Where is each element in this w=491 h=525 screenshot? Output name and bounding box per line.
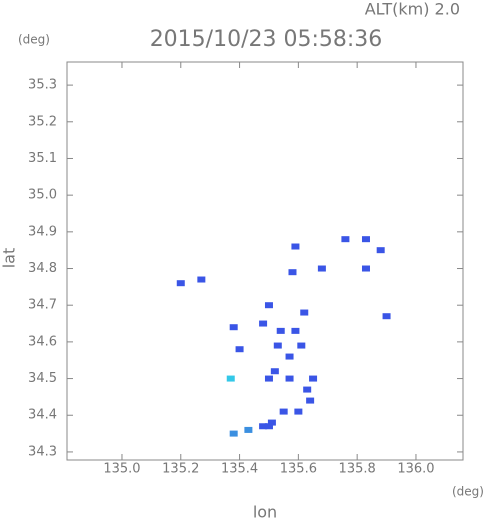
y-tick-label: 34.7 [28,298,57,313]
x-tick-label: 135.4 [221,462,258,477]
echo-cell [264,375,273,382]
echo-cell [288,269,297,276]
echo-cell [317,265,326,272]
echo-cell [176,280,185,287]
echo-cell [229,430,238,437]
y-tick-label: 34.5 [28,371,57,386]
y-tick-label: 34.6 [28,334,57,349]
plot-frame [66,61,464,461]
echo-cell [270,368,279,375]
x-tick-label: 135.0 [103,462,140,477]
echo-cell [297,342,306,349]
y-tick-label: 34.3 [28,444,57,459]
chart-title: 2015/10/23 05:58:36 [150,27,383,52]
echo-cell [376,247,385,254]
y-tick-label: 35.3 [28,78,57,93]
echo-cell [285,375,294,382]
altitude: ALT(km) 2.0 [365,0,460,19]
y-tick-label: 35.1 [28,151,57,166]
y-tick-label: 35.2 [28,114,57,129]
echo-cell [273,342,282,349]
echo-cell [229,324,238,331]
echo-cell [294,408,303,415]
echo-cell [264,423,273,430]
echo-cell [361,236,370,243]
y-tick-label: 34.4 [28,408,57,423]
echo-cell [244,426,253,433]
echo-cell [306,397,315,404]
echo-cell [197,276,206,283]
x-label: lon [253,503,277,522]
x-tick-label: 135.6 [280,462,317,477]
y-tick-label: 34.9 [28,224,57,239]
echo-cell [291,243,300,250]
echo-cell [276,327,285,334]
x-tick-label: 135.8 [339,462,376,477]
echo-cell [303,386,312,393]
y-tick-label: 35.0 [28,188,57,203]
echo-cell [285,353,294,360]
echo-cell [226,375,235,382]
echo-cell [259,423,268,430]
echo-cell [341,236,350,243]
y-label: lat [0,248,19,269]
echo-cell [382,313,391,320]
echo-cell [264,302,273,309]
echo-cell [291,327,300,334]
y-unit: (deg) [18,33,50,47]
echo-cell [361,265,370,272]
echo-cell [259,320,268,327]
echo-cell [235,346,244,353]
echo-cell [309,375,318,382]
x-tick-label: 135.2 [162,462,199,477]
y-tick-label: 34.8 [28,261,57,276]
echo-cell [267,419,276,426]
x-tick-label: 136.0 [397,462,434,477]
echo-cell [279,408,288,415]
echo-cell [300,309,309,316]
x-unit: (deg) [452,485,484,499]
